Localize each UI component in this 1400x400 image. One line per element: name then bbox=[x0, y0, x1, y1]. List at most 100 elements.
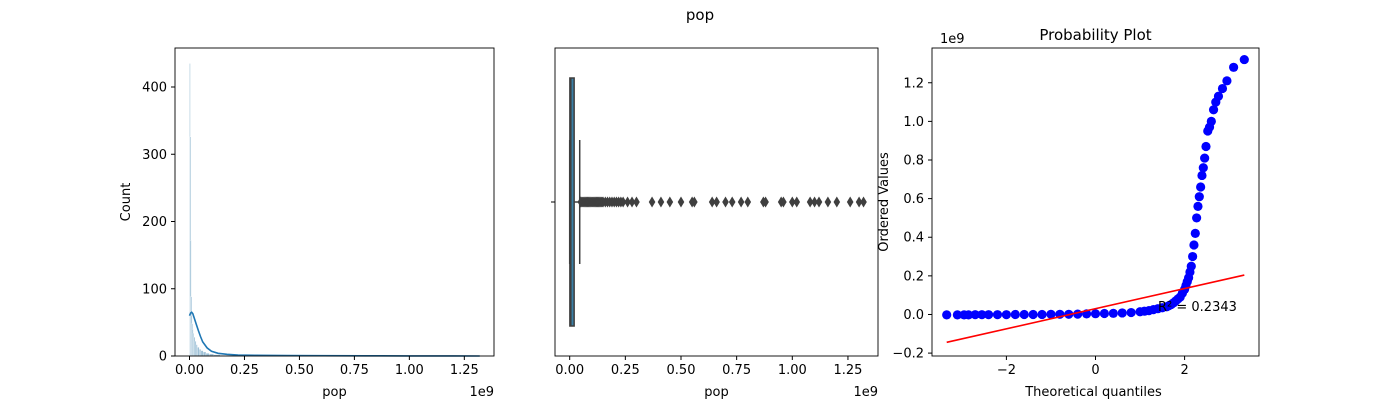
data-point bbox=[1117, 308, 1127, 318]
histogram-bar bbox=[199, 349, 202, 357]
data-point bbox=[1108, 308, 1118, 318]
data-point bbox=[1239, 54, 1249, 65]
boxplot-axes: 0.00 0.25 0.50 0.75 1.00 1.25 pop 1e9 bbox=[551, 47, 879, 400]
data-point bbox=[1046, 309, 1056, 319]
data-point bbox=[1222, 76, 1232, 86]
x-tick-label: 0.25 bbox=[611, 363, 640, 378]
y-tick-label: 100 bbox=[142, 282, 167, 297]
data-point bbox=[1186, 261, 1196, 271]
outlier-marker bbox=[657, 196, 665, 208]
outlier-marker bbox=[806, 196, 814, 208]
x-offset-label: 1e9 bbox=[469, 385, 494, 400]
data-point bbox=[1188, 251, 1198, 262]
outlier-marker bbox=[833, 196, 841, 208]
x-axis-label: pop bbox=[704, 385, 728, 400]
outlier-marker bbox=[728, 196, 736, 208]
data-point bbox=[1198, 163, 1208, 173]
data-point bbox=[1126, 307, 1136, 318]
x-axis-label: Theoretical quantiles bbox=[1024, 385, 1162, 400]
y-tick-label: 1.0 bbox=[903, 115, 924, 130]
outlier-marker bbox=[780, 196, 787, 208]
data-point bbox=[1217, 83, 1228, 94]
x-tick-label: 1.25 bbox=[833, 363, 862, 378]
data-point bbox=[963, 310, 974, 320]
y-axis-label: Ordered Values bbox=[877, 152, 892, 252]
outlier-marker bbox=[824, 196, 832, 208]
data-point bbox=[1229, 62, 1239, 72]
y-tick-label: 0.0 bbox=[903, 308, 924, 323]
y-tick-label: 0.4 bbox=[903, 231, 924, 246]
data-point bbox=[1196, 182, 1206, 192]
y-tick-label: 300 bbox=[142, 148, 167, 163]
fit-line bbox=[946, 274, 1245, 344]
outlier-marker bbox=[793, 196, 801, 208]
y-tick-label: 200 bbox=[142, 215, 167, 230]
histogram-bar bbox=[202, 351, 207, 357]
outlier-marker bbox=[846, 196, 854, 208]
y-tick-label: −0.2 bbox=[892, 347, 924, 362]
x-tick-label: 1.25 bbox=[450, 363, 479, 378]
data-point bbox=[1190, 228, 1200, 238]
data-point bbox=[1192, 213, 1202, 223]
outlier-marker bbox=[855, 196, 863, 208]
data-point bbox=[1206, 116, 1216, 126]
outlier-marker bbox=[624, 196, 631, 208]
box-iqr bbox=[569, 77, 575, 327]
outlier-marker bbox=[744, 196, 752, 208]
data-point bbox=[977, 310, 987, 320]
data-point bbox=[1037, 309, 1047, 320]
data-point bbox=[1099, 308, 1110, 319]
data-point bbox=[1200, 153, 1210, 163]
data-point bbox=[1019, 309, 1029, 320]
data-point bbox=[1028, 309, 1038, 320]
data-point bbox=[1189, 240, 1199, 250]
outlier-marker bbox=[628, 196, 636, 208]
outlier-marker bbox=[762, 196, 769, 208]
histogram-bar bbox=[193, 337, 196, 357]
data-point bbox=[1090, 309, 1101, 319]
x-tick-label: 0.00 bbox=[175, 363, 204, 378]
x-tick-label: 1.00 bbox=[778, 363, 807, 378]
outlier-marker bbox=[677, 196, 685, 208]
data-point bbox=[1193, 201, 1203, 211]
r-squared-annotation: R² = 0.2343 bbox=[1158, 300, 1237, 315]
outlier-marker bbox=[788, 196, 796, 208]
data-point bbox=[970, 310, 980, 320]
data-point bbox=[1001, 310, 1011, 320]
data-point bbox=[1010, 309, 1020, 320]
data-point bbox=[1213, 91, 1224, 101]
data-point bbox=[983, 310, 994, 320]
y-tick-label: 0.6 bbox=[903, 192, 924, 207]
outlier-marker bbox=[815, 196, 823, 208]
outlier-marker bbox=[691, 196, 698, 208]
outlier-marker bbox=[722, 196, 729, 208]
x-tick-label: 0.75 bbox=[722, 363, 751, 378]
outlier-marker bbox=[633, 196, 640, 208]
histogram-bar bbox=[197, 347, 200, 357]
figure-suptitle: pop bbox=[686, 6, 714, 24]
data-point bbox=[1208, 105, 1219, 115]
y-tick-label: 400 bbox=[142, 81, 167, 96]
outlier-marker bbox=[860, 196, 867, 208]
histogram-bar bbox=[200, 350, 204, 357]
axes-frame bbox=[174, 47, 495, 357]
outlier-marker bbox=[708, 196, 716, 208]
chart-title: Probability Plot bbox=[1039, 26, 1151, 44]
data-point bbox=[952, 310, 962, 320]
x-tick-label: 0.00 bbox=[555, 363, 584, 378]
data-point bbox=[942, 310, 952, 320]
y-tick-label: 0.8 bbox=[903, 154, 924, 169]
x-tick-label: 0.50 bbox=[285, 363, 314, 378]
outlier-marker bbox=[619, 196, 627, 208]
x-tick-label: 0.50 bbox=[667, 363, 696, 378]
y-axis-label: Count bbox=[119, 183, 134, 222]
outlier-marker bbox=[648, 196, 656, 208]
x-tick-label: 0 bbox=[1091, 363, 1099, 378]
y-offset-label: 1e9 bbox=[940, 32, 965, 47]
outlier-marker bbox=[811, 196, 818, 208]
x-tick-label: 2 bbox=[1180, 363, 1188, 378]
probability-plot-axes: R² = 0.2343 −2 0 2 −0.2 0.0 0.2 0.4 0.6 0.8 1.0 1.2… bbox=[877, 26, 1260, 400]
x-tick-label: 0.25 bbox=[230, 363, 259, 378]
x-offset-label: 1e9 bbox=[853, 385, 878, 400]
